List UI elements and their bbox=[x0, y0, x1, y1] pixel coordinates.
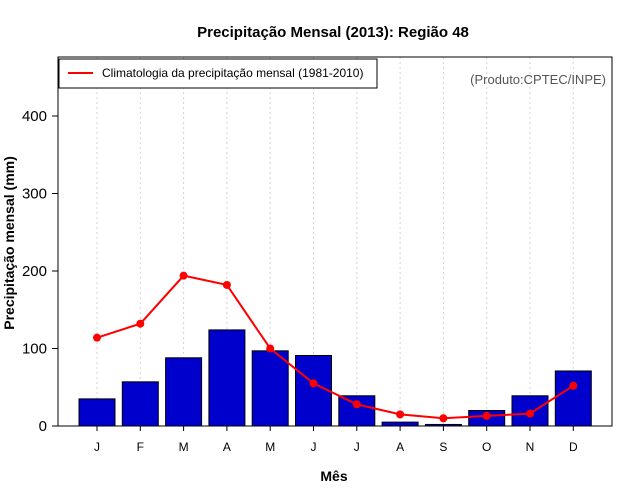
x-axis-label: Mês bbox=[320, 468, 347, 484]
bar bbox=[295, 354, 332, 427]
climatology-point bbox=[439, 414, 448, 423]
bars-group bbox=[78, 329, 592, 427]
bar bbox=[554, 370, 592, 427]
y-axis-label: Precipitação mensal (mm) bbox=[1, 156, 17, 330]
climatology-point bbox=[266, 344, 275, 353]
bar bbox=[121, 381, 159, 427]
x-tick-label: D bbox=[569, 440, 578, 454]
x-tick-label: A bbox=[396, 440, 404, 454]
y-tick-label: 300 bbox=[22, 186, 47, 203]
grid-lines bbox=[96, 57, 574, 426]
climatology-point bbox=[482, 411, 491, 420]
y-tick-label: 200 bbox=[22, 263, 47, 280]
legend: Climatologia da precipitação mensal (198… bbox=[58, 58, 378, 89]
y-tick-label: 0 bbox=[39, 418, 47, 435]
climatology-point bbox=[396, 410, 405, 419]
chart-title: Precipitação Mensal (2013): Região 48 bbox=[197, 24, 469, 41]
climatology-point bbox=[352, 400, 361, 409]
legend-label: Climatologia da precipitação mensal (198… bbox=[102, 66, 363, 80]
bar bbox=[251, 350, 289, 427]
source-annotation: (Produto:CPTEC/INPE) bbox=[470, 72, 606, 87]
climatology-point bbox=[526, 409, 534, 418]
x-tick-label: M bbox=[179, 440, 189, 454]
y-tick-label: 400 bbox=[22, 108, 47, 125]
climatology-point bbox=[136, 319, 145, 328]
climatology-line-group bbox=[93, 271, 578, 423]
climatology-point bbox=[93, 333, 101, 342]
x-tick-label: J bbox=[94, 440, 100, 454]
climatology-point bbox=[179, 271, 188, 280]
x-tick-label: N bbox=[526, 440, 535, 454]
x-tick-label: J bbox=[354, 440, 360, 454]
bar bbox=[381, 421, 419, 427]
x-tick-label: J bbox=[311, 440, 317, 454]
bar bbox=[78, 398, 116, 427]
climatology-point bbox=[309, 379, 318, 388]
bar bbox=[165, 357, 203, 427]
plot-frame bbox=[57, 56, 613, 427]
x-tick-label: M bbox=[265, 440, 275, 454]
x-tick-label: S bbox=[439, 440, 447, 454]
x-tick-label: F bbox=[137, 440, 144, 454]
climatology-line bbox=[96, 274, 574, 420]
climatology-point bbox=[569, 381, 578, 390]
y-axis: 0 100 200 300 400 bbox=[22, 108, 58, 435]
y-tick-label: 100 bbox=[22, 341, 47, 358]
climatology-point bbox=[222, 280, 231, 289]
x-tick-label: O bbox=[482, 440, 491, 454]
bar bbox=[208, 329, 246, 427]
x-tick-label: A bbox=[223, 440, 231, 454]
legend-box bbox=[58, 58, 378, 89]
